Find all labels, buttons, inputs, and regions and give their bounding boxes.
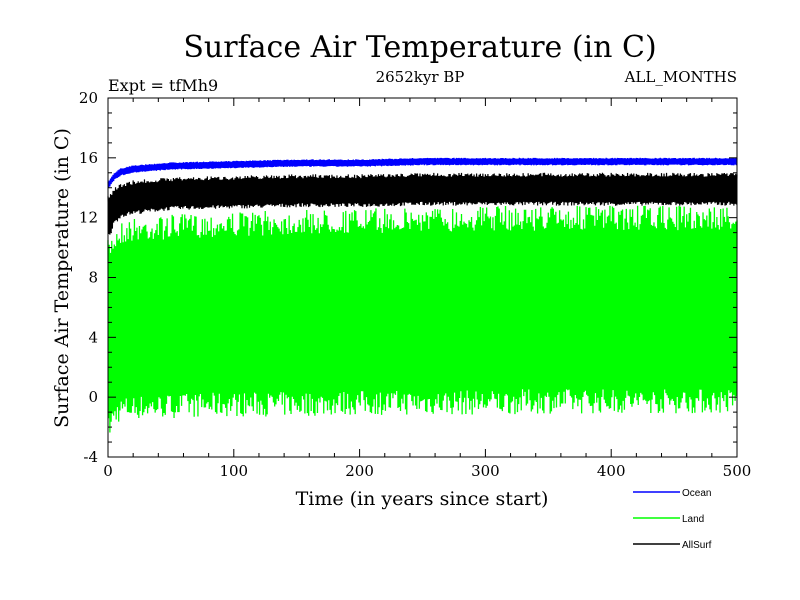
chart-title: Surface Air Temperature (in C) — [183, 30, 656, 65]
y-tick-label: 16 — [79, 149, 98, 167]
y-tick-label: -4 — [83, 448, 98, 466]
y-tick-label: 0 — [88, 388, 98, 406]
months-label: ALL_MONTHS — [624, 68, 737, 86]
y-tick-label: 4 — [88, 328, 98, 346]
expt-label: Expt = tfMh9 — [108, 76, 218, 95]
x-tick-label: 500 — [723, 462, 752, 480]
legend: Ocean Land AllSurf — [633, 488, 712, 551]
series-land-line — [107, 205, 738, 433]
series-allsurf-line — [107, 172, 738, 235]
chart-subtitle: 2652kyr BP — [376, 68, 465, 86]
y-tick-label: 20 — [79, 89, 98, 107]
legend-label-allsurf: AllSurf — [682, 540, 712, 551]
x-tick-label: 400 — [597, 462, 626, 480]
axis-ticks — [107, 97, 738, 458]
x-tick-label: 0 — [103, 462, 113, 480]
y-tick-labels: -4 0 4 8 12 16 20 — [79, 89, 98, 466]
y-tick-label: 12 — [79, 209, 98, 227]
x-tick-labels: 0 100 200 300 400 500 — [103, 462, 751, 480]
x-tick-label: 100 — [219, 462, 248, 480]
legend-label-land: Land — [682, 514, 704, 525]
y-tick-label: 8 — [88, 269, 98, 287]
y-axis-label: Surface Air Temperature (in C) — [51, 128, 73, 428]
x-tick-label: 200 — [345, 462, 374, 480]
x-tick-label: 300 — [471, 462, 500, 480]
series-ocean-line — [107, 157, 738, 189]
x-axis-label: Time (in years since start) — [296, 488, 549, 510]
plot-area — [107, 157, 738, 433]
legend-label-ocean: Ocean — [682, 488, 711, 499]
